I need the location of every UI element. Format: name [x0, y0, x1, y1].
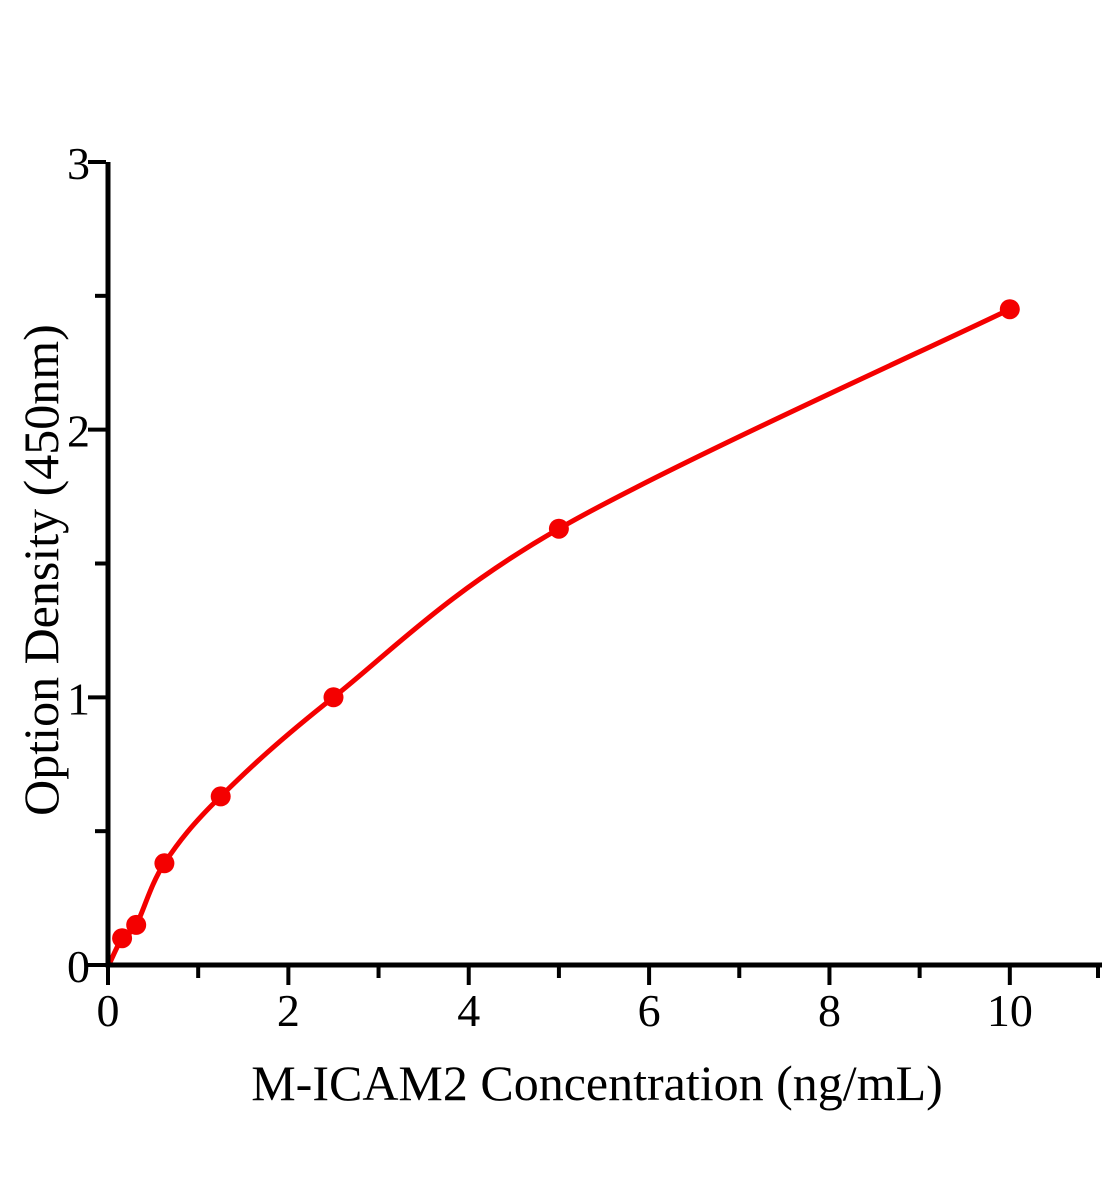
- y-axis-title: Option Density (450nm): [13, 324, 69, 816]
- data-point: [112, 928, 133, 949]
- axes-layer: 0 2 4 6 8 10 0 1 2 3: [67, 138, 1102, 1036]
- data-point: [154, 853, 175, 874]
- fit-curve-layer: [106, 306, 1013, 968]
- data-point: [210, 786, 231, 807]
- x-axis-title: M-ICAM2 Concentration (ng/mL): [251, 1055, 943, 1111]
- y-tick-label: 2: [67, 406, 90, 457]
- x-tick-label: 4: [457, 985, 480, 1036]
- x-tick-label: 2: [277, 985, 300, 1036]
- x-tick-label: 8: [818, 985, 841, 1036]
- x-tick-label: 10: [987, 985, 1033, 1036]
- y-tick-label: 1: [67, 673, 90, 724]
- x-tick-label: 6: [638, 985, 661, 1036]
- data-point: [126, 914, 147, 935]
- data-point: [548, 518, 569, 539]
- y-tick-label: 3: [67, 138, 90, 189]
- fit-curve: [106, 306, 1013, 968]
- data-point: [999, 299, 1020, 320]
- y-tick-label: 0: [67, 941, 90, 992]
- data-points-layer: [112, 299, 1020, 949]
- data-point: [323, 687, 344, 708]
- x-tick-label: 0: [97, 985, 120, 1036]
